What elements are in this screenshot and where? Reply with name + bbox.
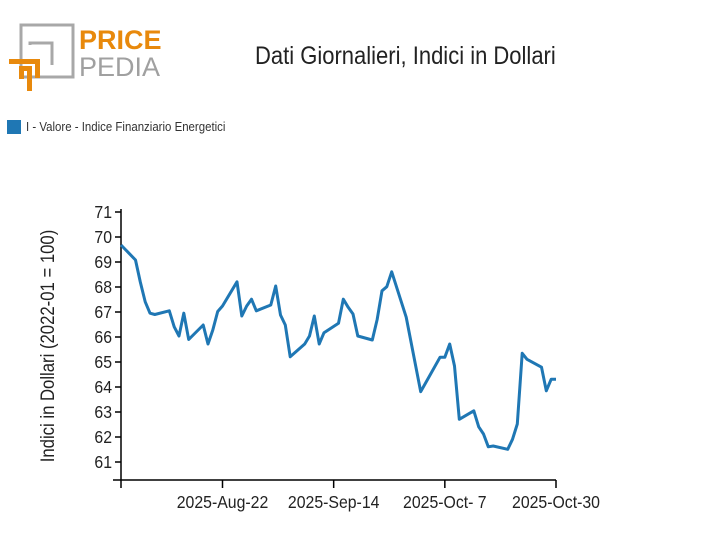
- legend: I - Valore - Indice Finanziario Energeti…: [7, 119, 253, 134]
- logo-orange-corner-2: [19, 66, 32, 91]
- y-tick-label: 62: [94, 427, 112, 447]
- y-tick-label: 64: [94, 377, 112, 397]
- x-tick-label: 2025-Oct-30: [512, 492, 600, 512]
- x-tick-label: 2025-Sep-14: [288, 492, 379, 512]
- logo-outer-square: [19, 23, 75, 79]
- logo-text-price: PRICE: [79, 25, 162, 55]
- y-tick-label: 70: [94, 227, 112, 247]
- y-tick-label: 65: [94, 352, 112, 372]
- y-tick-label: 67: [94, 302, 112, 322]
- legend-label: I - Valore - Indice Finanziario Energeti…: [26, 119, 226, 134]
- x-tick-label: 2025-Oct- 7: [403, 492, 487, 512]
- y-axis-label: Indici in Dollari (2022-01 = 100): [37, 230, 58, 463]
- chart-title: Dati Giornalieri, Indici in Dollari: [255, 42, 556, 70]
- logo-orange-corner-1: [9, 59, 40, 78]
- pricepedia-logo: PRICE PEDIA: [9, 23, 162, 91]
- y-tick-label: 69: [94, 252, 112, 272]
- legend-swatch: [7, 119, 21, 134]
- y-tick-label: 66: [94, 327, 112, 347]
- logo-text-pedia: PEDIA: [79, 52, 160, 82]
- logo-inner-corner: [28, 41, 54, 65]
- y-tick-label: 68: [94, 277, 112, 297]
- x-tick-label: 2025-Aug-22: [177, 492, 268, 512]
- y-tick-label: 61: [94, 452, 112, 472]
- series-line: [119, 243, 556, 451]
- y-tick-label: 71: [94, 202, 112, 222]
- y-tick-label: 63: [94, 402, 112, 422]
